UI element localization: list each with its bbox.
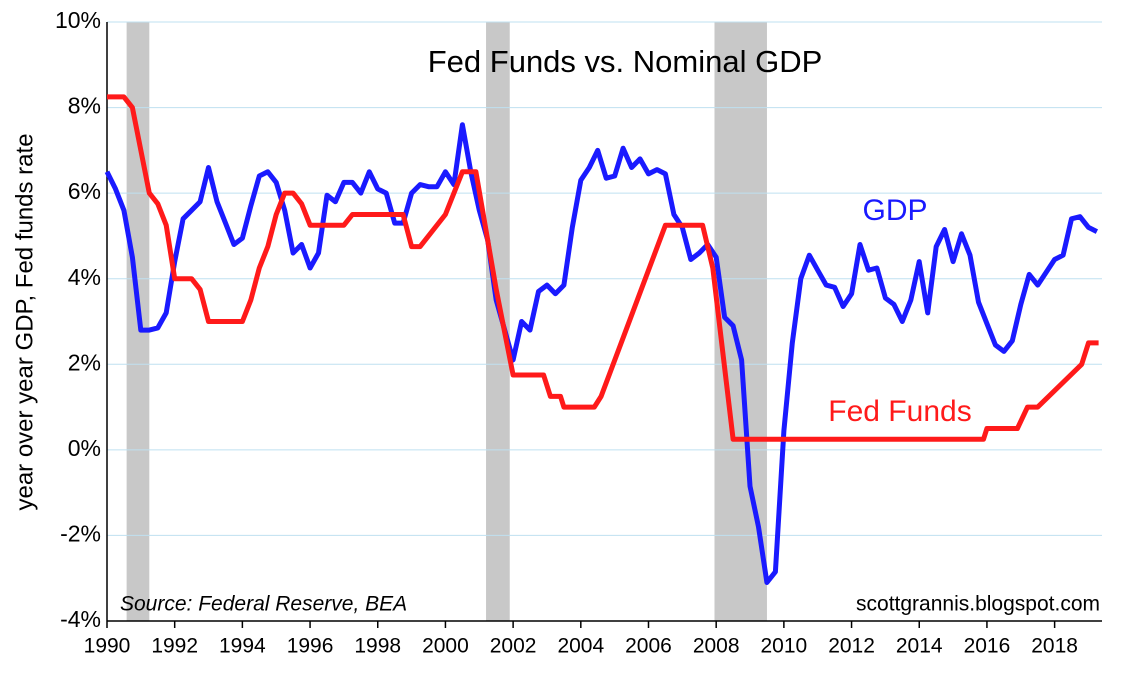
series-label: Fed Funds xyxy=(828,395,971,428)
y-tick-label: -2% xyxy=(60,521,101,547)
chart-title: Fed Funds vs. Nominal GDP xyxy=(428,44,823,79)
x-tick-label: 1990 xyxy=(84,635,131,658)
y-tick-label: 6% xyxy=(68,178,101,204)
x-tick-label: 1994 xyxy=(219,635,266,658)
y-tick-label: 2% xyxy=(68,349,101,375)
x-tick-label: 1992 xyxy=(151,635,198,658)
x-tick-label: 2018 xyxy=(1031,635,1078,658)
x-tick-label: 2014 xyxy=(896,635,943,658)
x-tick-label: 2008 xyxy=(693,635,740,658)
watermark: scottgrannis.blogspot.com xyxy=(856,593,1100,616)
x-tick-label: 2012 xyxy=(828,635,875,658)
x-tick-label: 2004 xyxy=(557,635,604,658)
series-label: GDP xyxy=(862,194,927,227)
x-tick-label: 2002 xyxy=(490,635,537,658)
x-tick-label: 2016 xyxy=(964,635,1011,658)
x-tick-label: 2006 xyxy=(625,635,672,658)
y-tick-label: 0% xyxy=(68,435,101,461)
y-tick-label: 8% xyxy=(68,93,101,119)
x-tick-label: 1998 xyxy=(354,635,401,658)
y-tick-label: 10% xyxy=(55,7,101,33)
y-tick-label: -4% xyxy=(60,606,101,632)
x-tick-label: 2010 xyxy=(761,635,808,658)
series-line xyxy=(107,94,1099,442)
recession-band xyxy=(486,22,510,621)
x-tick-label: 1996 xyxy=(287,635,334,658)
series-line xyxy=(104,122,1099,585)
y-tick-label: 4% xyxy=(68,264,101,290)
y-axis-label: year over year GDP, Fed funds rate xyxy=(11,133,38,510)
source-note: Source: Federal Reserve, BEA xyxy=(120,593,407,616)
x-tick-label: 2000 xyxy=(422,635,469,658)
plot: -4% -2% 0% 2% 4% 6% 8% 10% 1990 1992 1994 1996 1998 2… xyxy=(55,7,1102,658)
